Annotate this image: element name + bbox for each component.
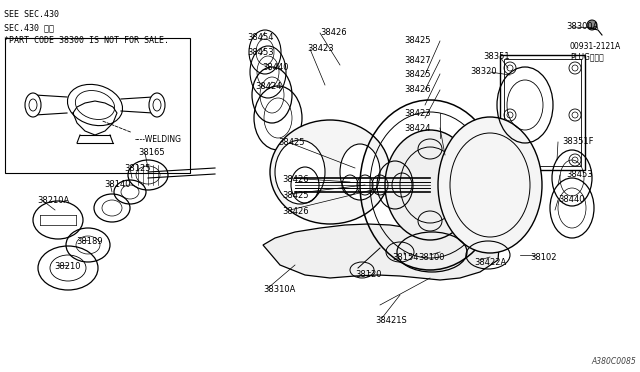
Text: 38425: 38425 (282, 191, 308, 200)
Text: 38125: 38125 (124, 164, 150, 173)
Text: 38425: 38425 (404, 36, 431, 45)
Ellipse shape (149, 93, 165, 117)
Text: 38300A: 38300A (566, 22, 598, 31)
Bar (5, 38, 190, 173)
Text: 38454: 38454 (247, 33, 273, 42)
Text: SEE SEC.430: SEE SEC.430 (4, 10, 59, 19)
Text: 38427: 38427 (404, 56, 431, 65)
Text: 38440: 38440 (558, 195, 584, 204)
Text: 38423: 38423 (404, 109, 431, 118)
Text: 38421S: 38421S (375, 316, 407, 325)
Text: 38320: 38320 (470, 67, 497, 76)
Circle shape (587, 20, 597, 30)
Bar (500, 55, 585, 170)
Text: 38310A: 38310A (263, 285, 296, 294)
Text: 38426: 38426 (320, 28, 347, 37)
Ellipse shape (340, 144, 380, 200)
Text: *PART CODE 38300 IS NOT FOR SALE.: *PART CODE 38300 IS NOT FOR SALE. (4, 36, 169, 45)
Ellipse shape (385, 130, 475, 240)
Text: 38120: 38120 (355, 270, 381, 279)
Text: 38102: 38102 (530, 253, 557, 262)
Text: 38210: 38210 (54, 262, 81, 271)
Ellipse shape (275, 140, 325, 204)
Text: 38189: 38189 (76, 237, 102, 246)
Text: 38425: 38425 (404, 70, 431, 79)
Ellipse shape (270, 120, 390, 224)
Text: 38100: 38100 (418, 253, 445, 262)
Text: 38140: 38140 (104, 180, 131, 189)
Polygon shape (263, 224, 500, 280)
Text: 38453: 38453 (247, 48, 274, 57)
Text: 38422A: 38422A (474, 258, 506, 267)
Text: 38210A: 38210A (37, 196, 69, 205)
Text: 38351: 38351 (483, 52, 509, 61)
Text: 38424: 38424 (404, 124, 431, 133)
Text: 38440: 38440 (262, 63, 289, 72)
Text: ----WELDING: ----WELDING (135, 135, 182, 144)
Text: 38423: 38423 (307, 44, 333, 53)
Text: 38424: 38424 (255, 82, 282, 91)
Bar (504, 59, 581, 166)
Text: 38425: 38425 (278, 138, 305, 147)
Text: 38426: 38426 (404, 85, 431, 94)
Text: 38165: 38165 (138, 148, 164, 157)
Text: 38154: 38154 (392, 253, 419, 262)
Ellipse shape (438, 117, 542, 253)
Text: A380C0085: A380C0085 (591, 357, 636, 366)
Text: 38453: 38453 (566, 170, 593, 179)
Text: 00931-2121A
PLUGプラグ: 00931-2121A PLUGプラグ (570, 42, 621, 61)
Text: 38426: 38426 (282, 175, 308, 184)
Text: 38426: 38426 (282, 207, 308, 216)
Ellipse shape (25, 93, 41, 117)
Text: SEC.430 参照: SEC.430 参照 (4, 23, 54, 32)
Text: 38351F: 38351F (562, 137, 593, 146)
